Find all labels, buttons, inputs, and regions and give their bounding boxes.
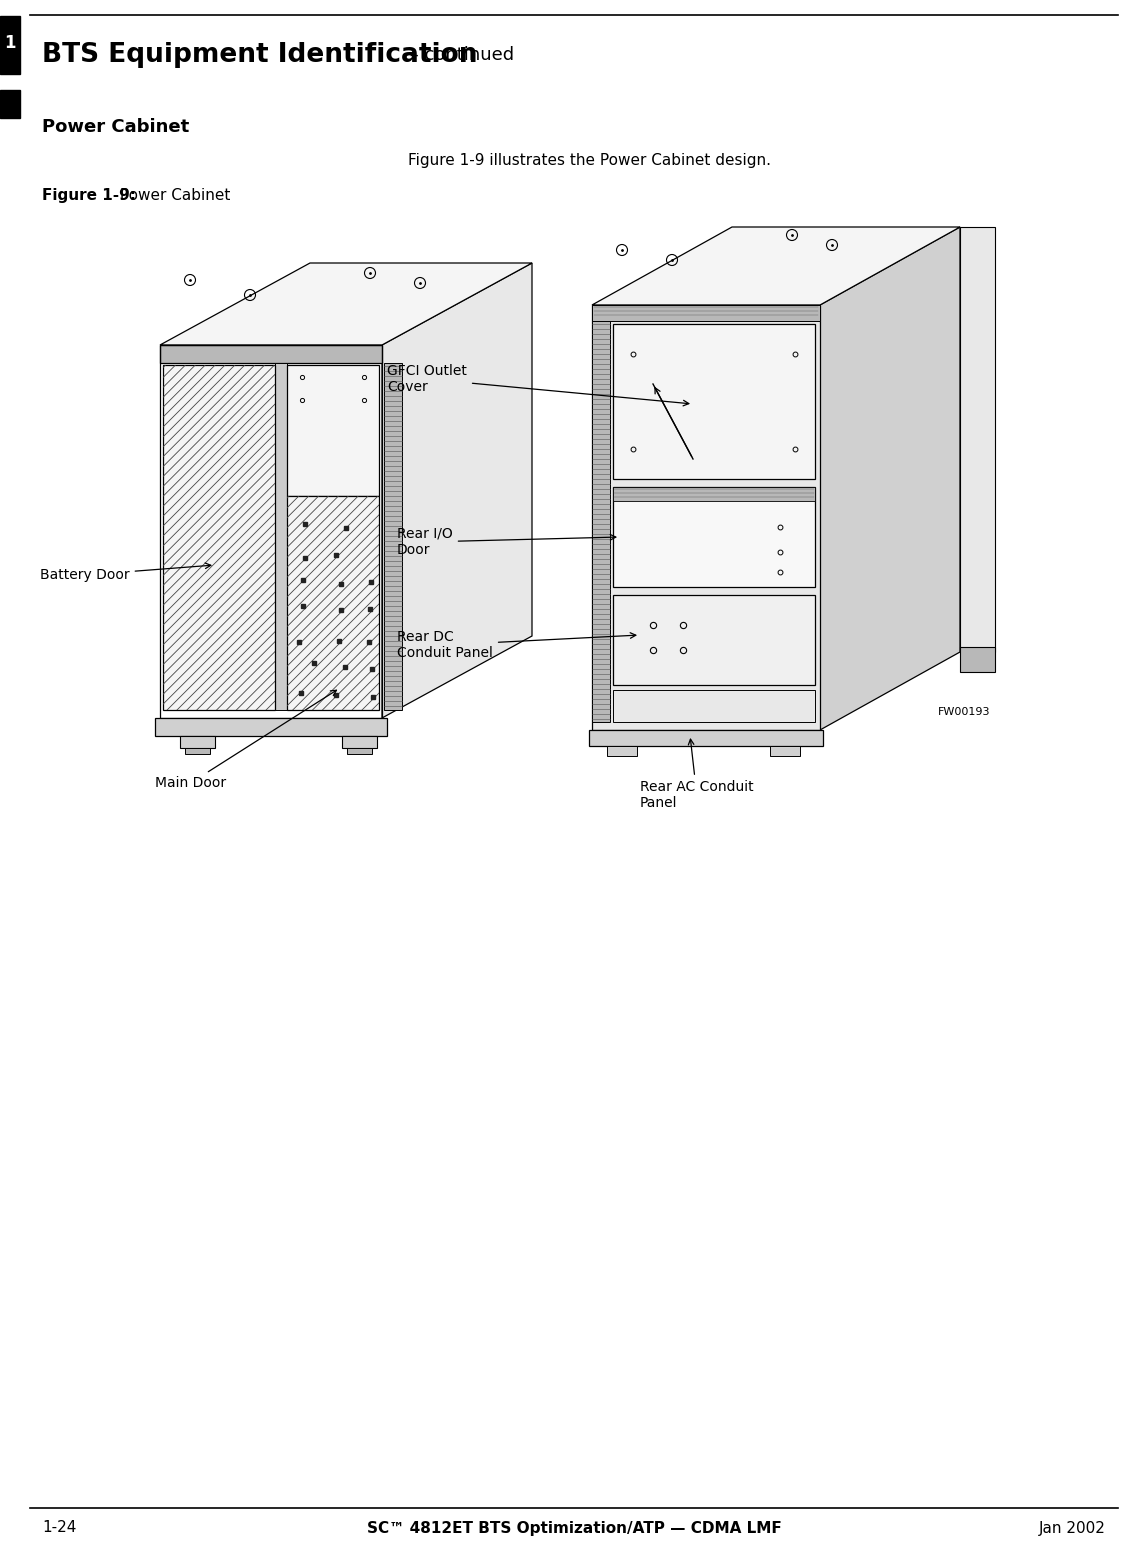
Bar bbox=[607, 746, 637, 756]
Bar bbox=[0, 90, 20, 117]
Text: – continued: – continued bbox=[404, 46, 514, 63]
Polygon shape bbox=[613, 324, 815, 479]
Bar bbox=[185, 748, 210, 754]
Polygon shape bbox=[287, 496, 379, 711]
Polygon shape bbox=[382, 263, 532, 718]
Polygon shape bbox=[820, 227, 960, 729]
Polygon shape bbox=[613, 487, 815, 587]
Text: Main Door: Main Door bbox=[155, 691, 336, 789]
Polygon shape bbox=[960, 647, 995, 672]
Text: BTS Equipment Identification: BTS Equipment Identification bbox=[42, 42, 478, 68]
Text: Rear AC Conduit
Panel: Rear AC Conduit Panel bbox=[639, 739, 753, 810]
Text: Battery Door: Battery Door bbox=[40, 562, 211, 582]
Text: FW00193: FW00193 bbox=[938, 708, 990, 717]
Bar bbox=[592, 304, 820, 321]
Bar bbox=[276, 363, 287, 711]
Polygon shape bbox=[163, 365, 276, 711]
Bar bbox=[342, 735, 377, 748]
Polygon shape bbox=[613, 691, 815, 722]
Text: Power Cabinet: Power Cabinet bbox=[115, 188, 231, 202]
Text: SC™ 4812ET BTS Optimization/ATP — CDMA LMF: SC™ 4812ET BTS Optimization/ATP — CDMA L… bbox=[366, 1520, 782, 1536]
Text: GFCI Outlet
Cover: GFCI Outlet Cover bbox=[387, 365, 689, 406]
Text: Power Cabinet: Power Cabinet bbox=[42, 117, 189, 136]
Text: Figure 1-9:: Figure 1-9: bbox=[42, 188, 135, 202]
Bar bbox=[770, 746, 800, 756]
Bar bbox=[0, 15, 20, 74]
Polygon shape bbox=[592, 321, 610, 722]
Polygon shape bbox=[160, 345, 382, 363]
Polygon shape bbox=[613, 487, 815, 501]
Text: 1-24: 1-24 bbox=[42, 1520, 77, 1536]
Text: Rear DC
Conduit Panel: Rear DC Conduit Panel bbox=[397, 630, 636, 660]
Polygon shape bbox=[160, 263, 532, 345]
Polygon shape bbox=[960, 227, 995, 652]
Bar bbox=[155, 718, 387, 735]
Text: Jan 2002: Jan 2002 bbox=[1039, 1520, 1106, 1536]
Polygon shape bbox=[287, 365, 379, 496]
Polygon shape bbox=[592, 304, 820, 729]
Polygon shape bbox=[613, 595, 815, 684]
Bar bbox=[589, 729, 823, 746]
Text: Rear I/O
Door: Rear I/O Door bbox=[397, 527, 615, 558]
Text: Figure 1-9 illustrates the Power Cabinet design.: Figure 1-9 illustrates the Power Cabinet… bbox=[409, 153, 771, 167]
Polygon shape bbox=[592, 227, 960, 304]
Bar bbox=[180, 735, 215, 748]
Bar bbox=[347, 748, 372, 754]
Text: 1: 1 bbox=[5, 34, 16, 53]
Polygon shape bbox=[383, 363, 402, 711]
